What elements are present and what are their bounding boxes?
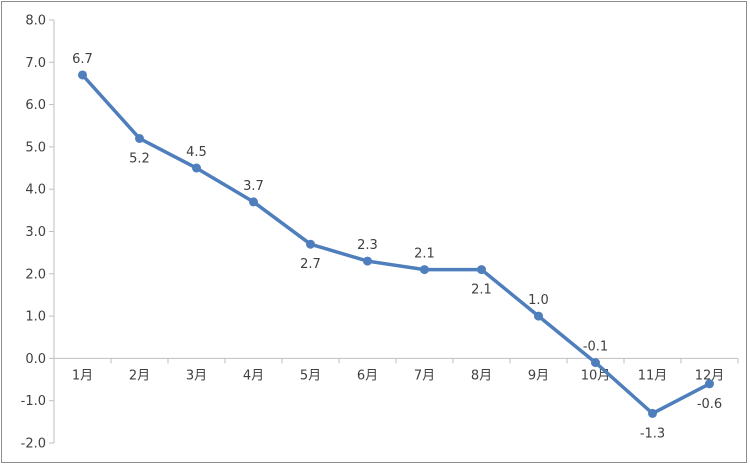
x-tick-label: 6月: [357, 368, 378, 383]
data-label: 2.1: [414, 247, 435, 262]
data-label: 2.7: [300, 257, 321, 272]
data-point: [135, 133, 144, 143]
y-tick-label: 4.0: [25, 183, 46, 198]
y-tick-label: -1.0: [21, 394, 46, 409]
y-tick-label: 0.0: [25, 352, 46, 367]
data-point: [192, 163, 201, 173]
data-label: 4.5: [186, 145, 207, 160]
data-point: [420, 265, 429, 275]
data-label: 1.0: [528, 293, 549, 308]
y-tick-label: 2.0: [25, 267, 46, 282]
x-tick-label: 11月: [638, 368, 668, 383]
data-point: [591, 358, 600, 368]
x-tick-label: 10月: [581, 368, 611, 383]
y-tick-label: -2.0: [21, 437, 46, 452]
data-label: -1.3: [640, 426, 665, 441]
y-tick-label: 8.0: [25, 14, 46, 29]
data-point: [363, 256, 372, 266]
x-tick-label: 9月: [528, 368, 549, 383]
y-tick-label: 6.0: [25, 98, 46, 113]
data-label: -0.6: [697, 397, 722, 412]
data-label: 5.2: [129, 151, 150, 166]
data-point: [306, 239, 315, 249]
data-point: [648, 408, 657, 418]
data-point: [477, 265, 486, 275]
y-tick-label: 5.0: [25, 140, 46, 155]
data-point: [534, 311, 543, 321]
y-tick-label: 3.0: [25, 225, 46, 240]
x-tick-label: 4月: [243, 368, 264, 383]
x-tick-label: 12月: [695, 368, 725, 383]
x-tick-label: 7月: [414, 368, 435, 383]
y-tick-label: 1.0: [25, 310, 46, 325]
data-point: [78, 70, 87, 80]
x-tick-label: 1月: [72, 368, 93, 383]
y-tick-label: 7.0: [25, 56, 46, 71]
data-point: [249, 197, 258, 207]
data-label: 3.7: [243, 179, 264, 194]
x-tick-label: 2月: [129, 368, 150, 383]
x-tick-label: 5月: [300, 368, 321, 383]
data-point: [705, 379, 714, 389]
data-label: 2.3: [357, 238, 378, 253]
data-label: -0.1: [583, 340, 608, 355]
x-tick-label: 3月: [186, 368, 207, 383]
data-label: 2.1: [471, 283, 492, 298]
x-tick-label: 8月: [471, 368, 492, 383]
data-label: 6.7: [72, 52, 93, 67]
series-line: [80, 73, 712, 416]
